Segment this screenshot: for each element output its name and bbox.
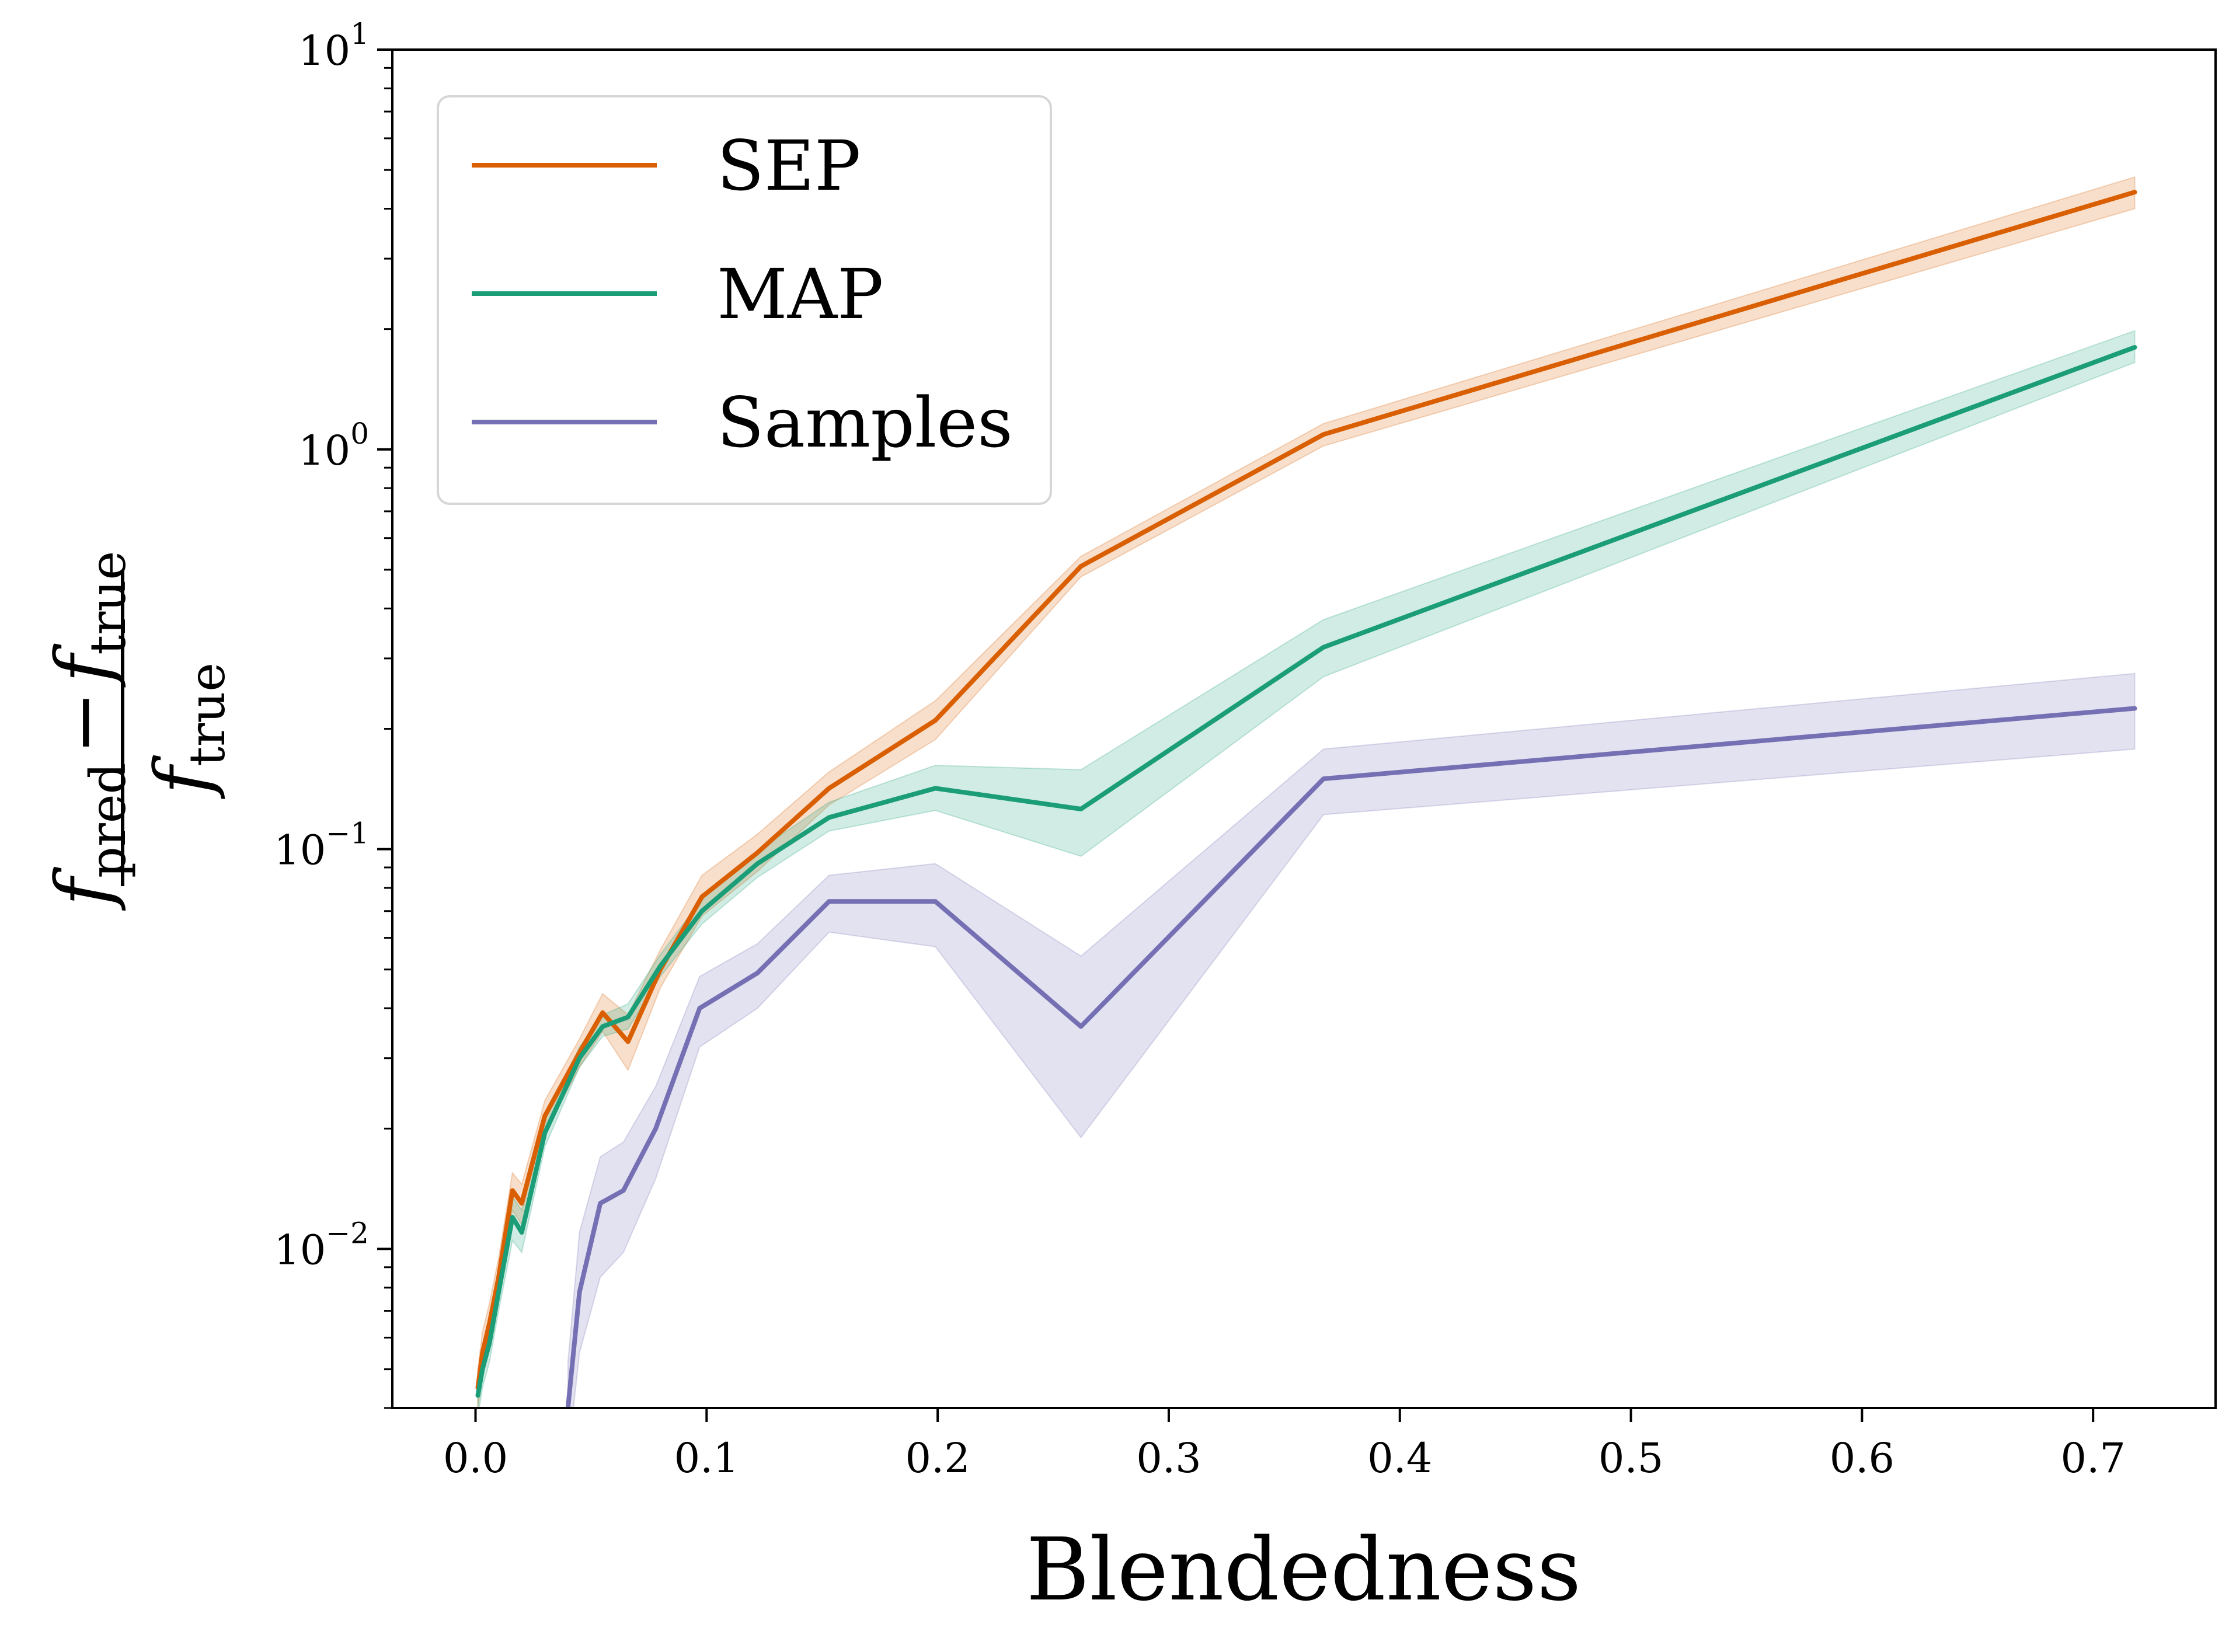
y-axis-ticks: 101 100 10−1 10−2 xyxy=(274,17,392,1409)
x-tick-label: 0.7 xyxy=(2061,1434,2126,1482)
samples-series-line xyxy=(565,706,2137,1408)
y-tick-label: 101 xyxy=(298,17,369,75)
y-tick-label: 100 xyxy=(298,417,369,475)
x-tick-label: 0.4 xyxy=(1367,1434,1432,1482)
y-tick-label: 10−2 xyxy=(274,1216,369,1274)
x-axis-title: Blendedness xyxy=(1026,1519,1582,1620)
y-axis-title: fpred−ftrue ftrue xyxy=(39,551,236,911)
legend-label-map: MAP xyxy=(717,254,883,334)
x-tick-label: 0.6 xyxy=(1830,1434,1894,1482)
x-tick-label: 0.2 xyxy=(905,1434,970,1482)
legend: SEP MAP Samples xyxy=(437,95,1052,505)
y-axis-title-denominator: ftrue xyxy=(138,663,236,799)
series-lines xyxy=(475,190,2137,1408)
sep-series-line xyxy=(475,190,2137,1390)
legend-box xyxy=(437,95,1052,505)
x-tick-label: 0.1 xyxy=(674,1434,739,1482)
x-tick-label: 0.3 xyxy=(1136,1434,1201,1482)
map-series-line xyxy=(475,345,2137,1398)
x-tick-label: 0.5 xyxy=(1598,1434,1663,1482)
x-axis-ticks: 0.0 0.1 0.2 0.3 0.4 0.5 0.6 0.7 xyxy=(443,1408,2126,1482)
samples-confidence-band xyxy=(567,672,2136,1408)
y-axis-title-numerator: fpred−ftrue xyxy=(39,551,137,911)
legend-label-sep: SEP xyxy=(717,126,861,206)
x-tick-label: 0.0 xyxy=(443,1434,508,1482)
y-tick-label: 10−1 xyxy=(274,817,369,874)
legend-label-samples: Samples xyxy=(717,382,1013,463)
